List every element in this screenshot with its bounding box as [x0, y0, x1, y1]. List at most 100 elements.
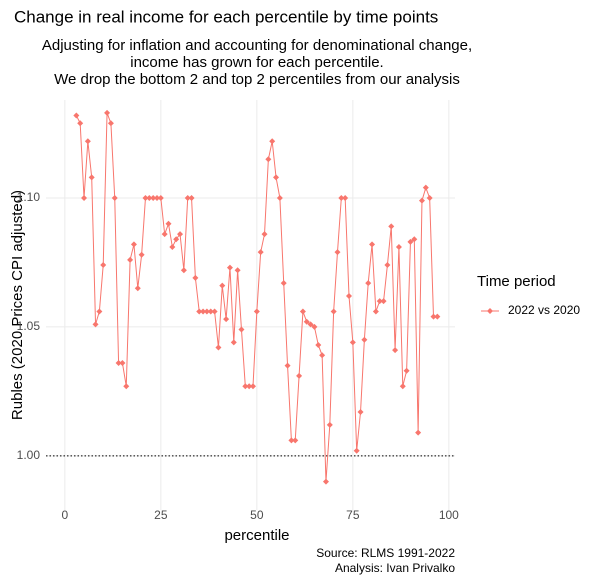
subtitle: We drop the bottom 2 and top 2 percentil…	[54, 71, 460, 88]
point	[392, 347, 399, 354]
point	[249, 383, 256, 390]
point	[88, 174, 95, 181]
point	[188, 194, 195, 201]
legend-key	[487, 308, 493, 314]
subtitle: income has grown for each percentile.	[130, 54, 383, 71]
point	[192, 274, 199, 281]
y-tick-label: 1.05	[17, 319, 41, 333]
point	[130, 241, 137, 248]
point	[284, 362, 291, 369]
point	[115, 360, 122, 367]
point	[146, 194, 153, 201]
x-axis-title: percentile	[224, 527, 289, 544]
point	[322, 478, 329, 485]
caption: Source: RLMS 1991-2022	[316, 546, 455, 560]
point	[215, 344, 222, 351]
point	[311, 323, 318, 330]
point	[430, 313, 437, 320]
point	[119, 360, 126, 367]
caption: Analysis: Ivan Privalko	[335, 561, 455, 575]
legend-title: Time period	[477, 273, 556, 290]
point	[346, 292, 353, 299]
point	[353, 447, 360, 454]
point	[180, 267, 187, 274]
point	[157, 194, 164, 201]
point	[315, 341, 322, 348]
point	[127, 256, 134, 263]
point	[380, 298, 387, 305]
point	[242, 383, 249, 390]
point	[207, 308, 214, 315]
point	[434, 313, 441, 320]
point	[407, 238, 414, 245]
point	[100, 262, 107, 269]
point	[226, 264, 233, 271]
point	[265, 156, 272, 163]
point	[104, 109, 111, 116]
point	[395, 243, 402, 250]
subtitle: Adjusting for inflation and accounting f…	[42, 37, 472, 54]
y-tick-label: 1.10	[17, 190, 41, 204]
point	[384, 262, 391, 269]
point	[388, 223, 395, 230]
point	[77, 120, 84, 127]
point	[161, 231, 168, 238]
point	[142, 194, 149, 201]
point	[399, 383, 406, 390]
point	[238, 326, 245, 333]
y-tick-label: 1.00	[17, 448, 41, 462]
point	[273, 174, 280, 181]
x-tick-label: 100	[439, 508, 459, 522]
point	[288, 437, 295, 444]
legend-label: 2022 vs 2020	[508, 303, 580, 317]
x-tick-label: 75	[346, 508, 360, 522]
point	[177, 231, 184, 238]
point	[150, 194, 157, 201]
point	[415, 429, 422, 436]
point	[376, 298, 383, 305]
point	[107, 120, 114, 127]
point	[369, 241, 376, 248]
point	[196, 308, 203, 315]
chart-title: Change in real income for each percentil…	[14, 7, 438, 26]
x-tick-label: 25	[154, 508, 168, 522]
point	[200, 308, 207, 315]
point	[330, 308, 337, 315]
point	[169, 243, 176, 250]
y-axis-title: Rubles (2020 Prices CPI adjusted)	[9, 190, 26, 420]
point	[299, 308, 306, 315]
point	[246, 383, 253, 390]
point	[418, 197, 425, 204]
point	[96, 308, 103, 315]
point	[138, 251, 145, 258]
point	[84, 138, 91, 145]
point	[153, 194, 160, 201]
point	[372, 308, 379, 315]
point	[123, 383, 130, 390]
point	[319, 352, 326, 359]
point	[307, 321, 314, 328]
point	[253, 308, 260, 315]
point	[257, 249, 264, 256]
point	[230, 339, 237, 346]
point	[334, 249, 341, 256]
point	[349, 339, 356, 346]
point	[296, 372, 303, 379]
point	[165, 220, 172, 227]
point	[338, 194, 345, 201]
point	[426, 194, 433, 201]
point	[365, 280, 372, 287]
point	[234, 267, 241, 274]
point	[92, 321, 99, 328]
point	[269, 138, 276, 145]
x-tick-label: 50	[250, 508, 264, 522]
point	[361, 336, 368, 343]
point	[261, 231, 268, 238]
point	[223, 316, 230, 323]
point	[292, 437, 299, 444]
point	[422, 184, 429, 191]
point	[203, 308, 210, 315]
point	[303, 318, 310, 325]
point	[173, 236, 180, 243]
